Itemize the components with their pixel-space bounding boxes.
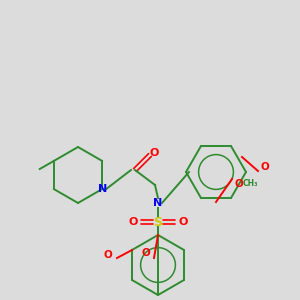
Text: O: O [128, 217, 138, 227]
Text: O: O [178, 217, 188, 227]
Text: O: O [149, 148, 159, 158]
Text: O: O [235, 179, 243, 189]
Text: N: N [98, 184, 107, 194]
Text: N: N [153, 198, 163, 208]
Text: S: S [154, 215, 163, 229]
Text: CH₃: CH₃ [242, 179, 258, 188]
Text: O: O [142, 248, 150, 258]
Text: O: O [261, 162, 269, 172]
Text: O: O [103, 250, 112, 260]
